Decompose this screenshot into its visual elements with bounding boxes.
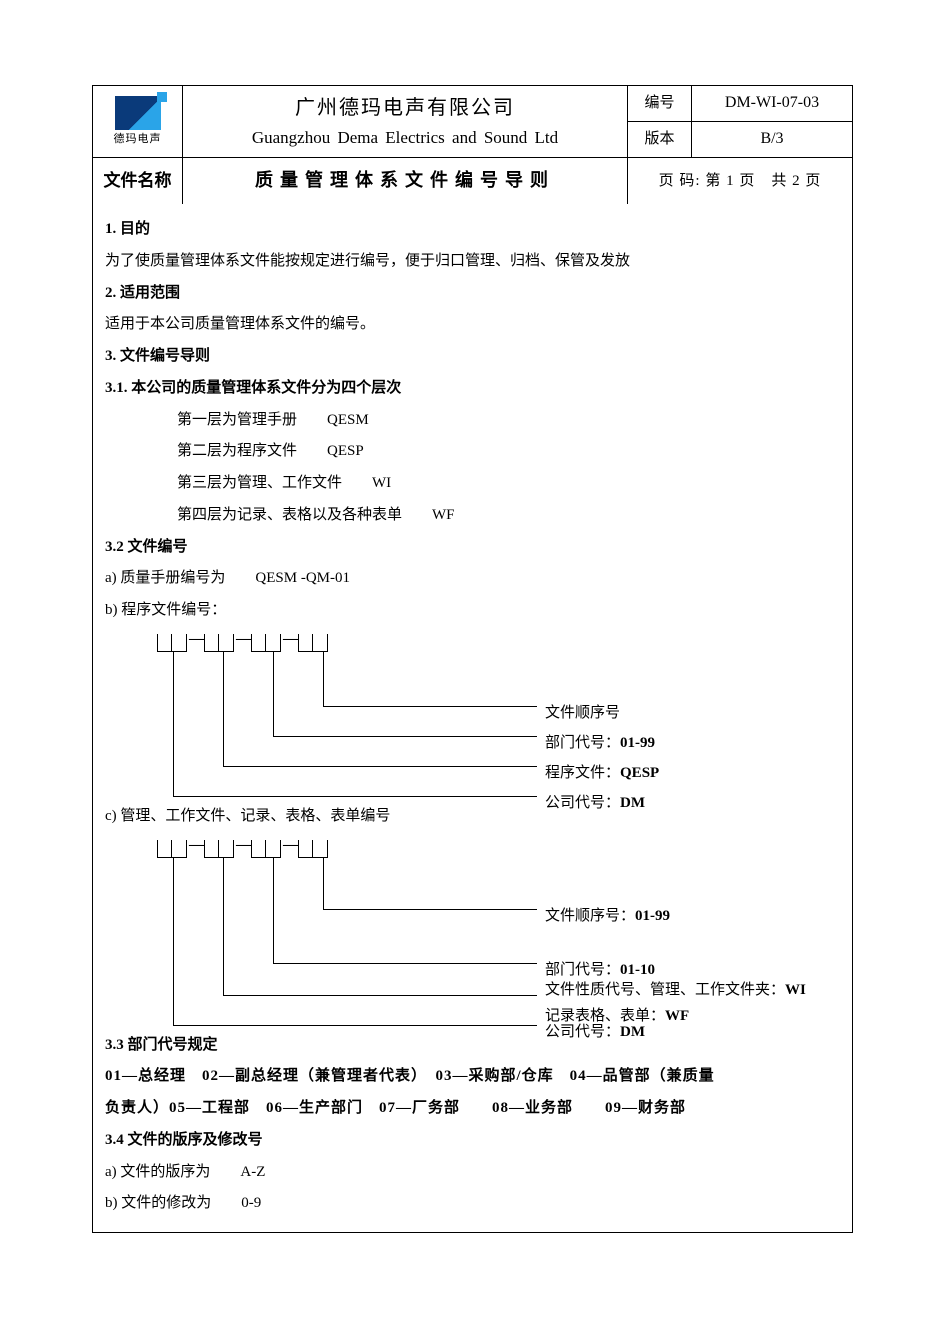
- company-name-cell: 广州德玛电声有限公司 Guangzhou Dema Electrics and …: [183, 86, 628, 158]
- diagram-label: 文件顺序号：01-99: [545, 903, 670, 931]
- dept-codes-line1: 01—总经理 02—副总经理（兼管理者代表） 03—采购部/仓库 04—品管部（…: [105, 1063, 840, 1091]
- section-2-heading: 2. 适用范围: [105, 280, 840, 308]
- coding-diagram-c: ———文件顺序号：01-99部门代号：01-10文件性质代号、管理、工作文件夹：…: [157, 835, 840, 1026]
- section-3-2-heading: 3.2 文件编号: [105, 534, 840, 562]
- diagram-label: 程序文件：QESP: [545, 760, 659, 788]
- document-frame: 德玛电声 广州德玛电声有限公司 Guangzhou Dema Electrics…: [92, 85, 853, 1233]
- header-table: 德玛电声 广州德玛电声有限公司 Guangzhou Dema Electrics…: [93, 86, 852, 204]
- diagram-label: 公司代号：DM: [545, 1019, 645, 1047]
- dept-codes-line2: 负责人）05—工程部 06—生产部门 07—厂务部 08—业务部 09—财务部: [105, 1095, 840, 1123]
- page-indicator: 页 码: 第 1 页 共 2 页: [628, 158, 852, 204]
- logo-cell: 德玛电声: [93, 86, 183, 158]
- code-value: DM-WI-07-03: [692, 86, 852, 122]
- diagram-label: 公司代号：DM: [545, 790, 645, 818]
- company-name-cn: 广州德玛电声有限公司: [295, 94, 515, 122]
- code-label: 编号: [628, 86, 692, 122]
- company-name-en: Guangzhou Dema Electrics and Sound Ltd: [252, 126, 558, 150]
- item-3-4-a: a) 文件的版序为 A-Z: [105, 1159, 840, 1187]
- section-3-1-heading: 3.1. 本公司的质量管理体系文件分为四个层次: [105, 375, 840, 403]
- document-title: 质量管理体系文件编号导则: [183, 158, 628, 204]
- section-1-text: 为了使质量管理体系文件能按规定进行编号，便于归口管理、归档、保管及发放: [105, 248, 840, 276]
- item-3-2-b: b) 程序文件编号：: [105, 597, 840, 625]
- version-value: B/3: [692, 122, 852, 158]
- logo-icon: [115, 96, 161, 130]
- level-4: 第四层为记录、表格以及各种表单 WF: [105, 502, 840, 530]
- coding-diagram-b: ———文件顺序号部门代号：01-99程序文件：QESP公司代号：DM: [157, 629, 840, 797]
- section-3-3-heading: 3.3 部门代号规定: [105, 1032, 840, 1060]
- section-2-text: 适用于本公司质量管理体系文件的编号。: [105, 311, 840, 339]
- section-3-heading: 3. 文件编号导则: [105, 343, 840, 371]
- level-2: 第二层为程序文件 QESP: [105, 438, 840, 466]
- diagram-label: 文件顺序号: [545, 700, 620, 728]
- section-1-heading: 1. 目的: [105, 216, 840, 244]
- section-3-4-heading: 3.4 文件的版序及修改号: [105, 1127, 840, 1155]
- item-3-2-c: c) 管理、工作文件、记录、表格、表单编号: [105, 803, 840, 831]
- level-1: 第一层为管理手册 QESM: [105, 407, 840, 435]
- diagram-label: 部门代号：01-99: [545, 730, 655, 758]
- version-label: 版本: [628, 122, 692, 158]
- file-label: 文件名称: [93, 158, 183, 204]
- logo-caption: 德玛电声: [114, 132, 162, 147]
- item-3-2-a: a) 质量手册编号为 QESM -QM-01: [105, 565, 840, 593]
- item-3-4-b: b) 文件的修改为 0-9: [105, 1190, 840, 1218]
- diagram-label: 文件性质代号、管理、工作文件夹：WI: [545, 977, 806, 1005]
- document-body: 1. 目的 为了使质量管理体系文件能按规定进行编号，便于归口管理、归档、保管及发…: [93, 204, 852, 1232]
- level-3: 第三层为管理、工作文件 WI: [105, 470, 840, 498]
